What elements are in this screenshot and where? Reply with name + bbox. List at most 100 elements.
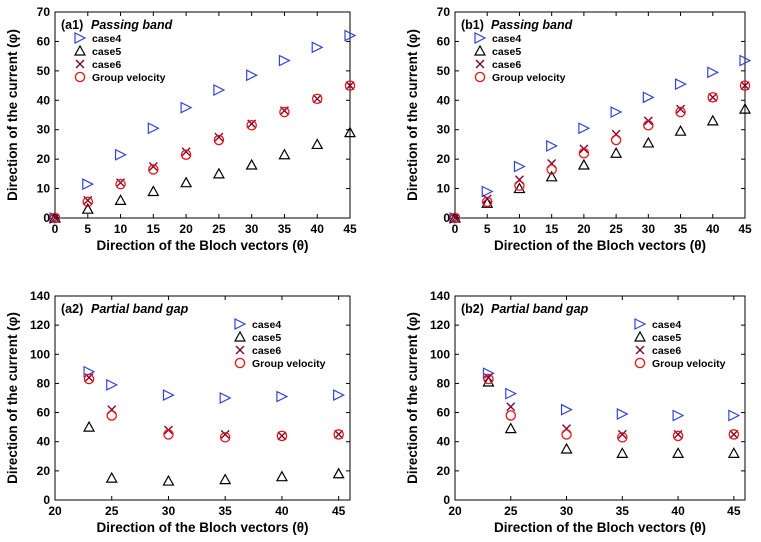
data-point-stroke-b: [617, 429, 627, 439]
x-tick-label: 45: [332, 504, 346, 518]
data-point: [334, 429, 344, 439]
data-point: [674, 124, 687, 136]
data-point-stroke-b: [611, 129, 621, 139]
legend-marker-stroke-b: [75, 59, 85, 69]
series-case6: [483, 373, 739, 439]
x-axis-label: Direction of the Bloch vectors (θ): [494, 520, 706, 535]
data-point: [81, 202, 94, 214]
data-point: [163, 429, 174, 440]
data-point: [642, 136, 655, 148]
legend-marker: [233, 330, 247, 342]
y-tick-label: 100: [430, 347, 450, 361]
data-point: [672, 409, 685, 422]
data-point: [610, 134, 622, 146]
y-tick-label: 40: [437, 93, 451, 107]
y-tick-label: 40: [37, 93, 51, 107]
data-point: [343, 126, 357, 138]
x-axis-label: Direction of the Bloch vectors (θ): [96, 238, 308, 253]
data-point: [642, 91, 655, 104]
x-tick-label: 5: [484, 222, 491, 236]
y-axis-label: Direction of the current (φ): [405, 29, 420, 201]
data-point: [643, 120, 654, 131]
data-point-stroke-b: [506, 402, 516, 412]
legend-label: case5: [252, 332, 281, 344]
y-tick-label: 100: [30, 347, 50, 361]
y-tick-label: 120: [30, 318, 50, 332]
data-point: [513, 182, 526, 194]
data-point: [114, 148, 127, 161]
data-point: [212, 167, 225, 179]
x-tick-label: 35: [278, 222, 292, 236]
x-tick-label: 25: [504, 504, 518, 518]
data-point: [616, 447, 629, 458]
panel-label: (b2): [461, 302, 484, 316]
data-point: [708, 92, 718, 102]
data-point: [504, 422, 517, 434]
data-point: [481, 197, 494, 208]
data-point: [162, 389, 175, 402]
x-tick-label: 40: [275, 504, 289, 518]
data-point-stroke-b: [450, 213, 460, 223]
legend-label: case6: [252, 345, 281, 357]
data-point: [181, 147, 191, 157]
y-axis-label: Direction of the current (φ): [5, 29, 20, 201]
legend-marker: [74, 71, 86, 83]
data-point: [729, 429, 739, 439]
x-tick-label: 0: [452, 222, 459, 236]
data-point: [275, 470, 288, 482]
x-tick-label: 45: [738, 222, 752, 236]
data-point: [560, 442, 573, 454]
data-point: [546, 164, 557, 175]
data-point-stroke-b: [514, 175, 524, 185]
data-point: [106, 410, 117, 421]
data-point: [147, 122, 160, 135]
series-case6: [450, 81, 750, 223]
data-point: [561, 429, 572, 440]
x-tick-label: 20: [448, 504, 462, 518]
x-axis-label: Direction of the Bloch vectors (θ): [494, 238, 706, 253]
data-point: [611, 129, 621, 139]
data-point: [482, 194, 492, 204]
panel-label: (b1): [461, 18, 484, 32]
series-case6: [50, 81, 355, 223]
legend-marker: [234, 318, 247, 330]
legend-label: case4: [492, 33, 521, 45]
legend-marker: [74, 32, 87, 44]
data-point: [560, 403, 573, 416]
data-point-stroke-b: [312, 94, 322, 104]
panel-title: Partial band gap: [91, 302, 189, 316]
panel-title: Passing band: [491, 18, 573, 32]
data-point: [610, 147, 623, 158]
legend-label: Group velocity: [492, 72, 566, 84]
x-tick-label: 35: [219, 504, 233, 518]
y-tick-label: 140: [430, 289, 450, 303]
data-point: [220, 429, 230, 439]
data-point: [219, 473, 232, 485]
data-point: [246, 69, 259, 82]
panel-label: (a1): [61, 18, 83, 32]
y-tick-label: 60: [437, 34, 451, 48]
x-tick-label: 0: [52, 222, 59, 236]
data-point: [740, 81, 750, 91]
legend-marker: [235, 345, 245, 355]
legend-marker: [635, 345, 645, 355]
data-point: [49, 212, 61, 224]
y-tick-label: 0: [43, 211, 50, 225]
data-point: [514, 175, 524, 185]
series-case4: [49, 29, 357, 224]
y-tick-label: 20: [437, 464, 451, 478]
data-point-stroke-b: [676, 104, 686, 114]
y-tick-label: 80: [437, 376, 451, 390]
data-point: [83, 420, 96, 432]
data-point: [514, 180, 525, 191]
x-axis-label: Direction of the Bloch vectors (θ): [96, 520, 308, 535]
series-case5: [48, 126, 357, 223]
x-tick-label: 15: [545, 222, 559, 236]
series-case4: [83, 365, 345, 404]
x-tick-label: 45: [727, 504, 741, 518]
data-point-stroke-b: [562, 424, 572, 434]
y-tick-label: 60: [37, 406, 51, 420]
data-point-stroke-b: [547, 159, 557, 169]
